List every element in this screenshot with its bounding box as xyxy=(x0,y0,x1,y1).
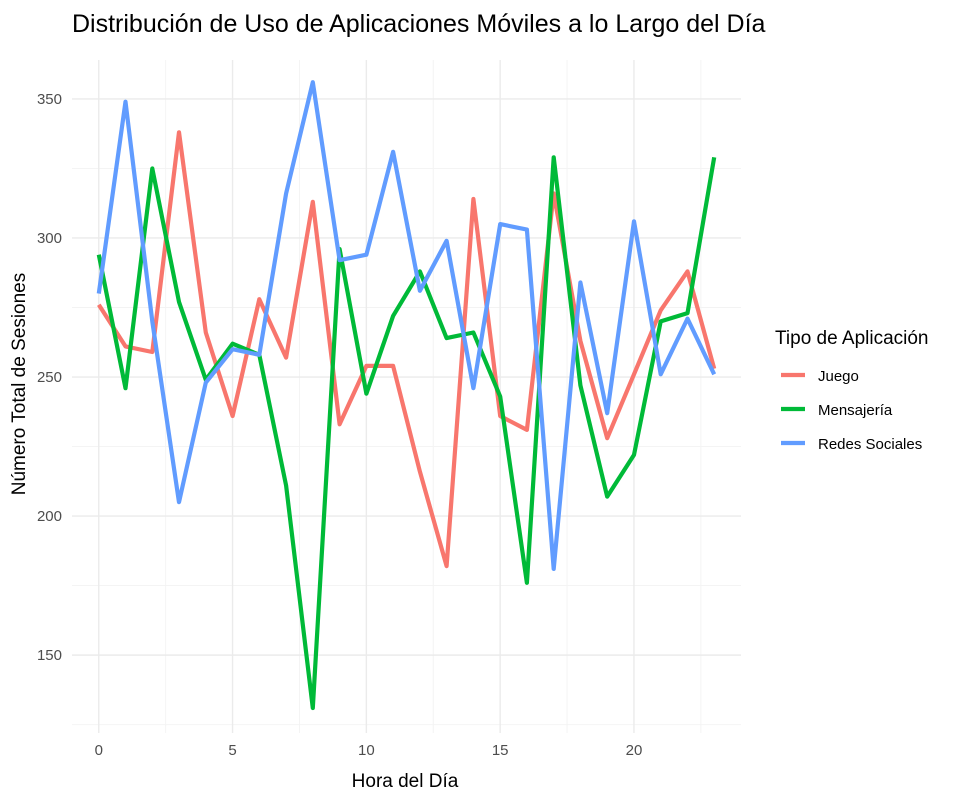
series-line-mensajería xyxy=(96,155,717,711)
y-tick-label: 200 xyxy=(37,508,62,525)
grid xyxy=(72,60,741,733)
x-axis-ticks: 0 5 10 15 20 xyxy=(95,742,643,759)
x-tick-label: 10 xyxy=(358,742,375,759)
x-axis-title: Hora del Día xyxy=(352,771,459,792)
legend-label: Juego xyxy=(818,368,859,385)
series-line-juego xyxy=(97,130,717,569)
x-tick-label: 15 xyxy=(492,742,509,759)
y-tick-label: 350 xyxy=(37,91,62,108)
x-tick-label: 0 xyxy=(95,742,103,759)
x-tick-label: 20 xyxy=(626,742,643,759)
series-layer xyxy=(96,80,717,711)
legend-items: Juego Mensajería Redes Sociales xyxy=(781,368,922,453)
y-tick-label: 250 xyxy=(37,369,62,386)
series-line-redes-sociales xyxy=(96,80,717,572)
y-tick-label: 300 xyxy=(37,230,62,247)
legend-item: Redes Sociales xyxy=(781,436,922,453)
y-axis-title: Número Total de Sesiones xyxy=(9,273,30,496)
legend-item: Juego xyxy=(781,368,859,385)
y-axis-ticks: 150 200 250 300 350 xyxy=(37,91,62,664)
x-tick-label: 5 xyxy=(228,742,236,759)
legend: Tipo de Aplicación Juego Mensajería Redes … xyxy=(775,328,929,453)
legend-title: Tipo de Aplicación xyxy=(775,328,929,349)
legend-label: Mensajería xyxy=(818,402,893,419)
y-tick-label: 150 xyxy=(37,647,62,664)
legend-item: Mensajería xyxy=(781,402,893,419)
legend-label: Redes Sociales xyxy=(818,436,922,453)
chart-title: Distribución de Uso de Aplicaciones Móvi… xyxy=(72,10,766,38)
